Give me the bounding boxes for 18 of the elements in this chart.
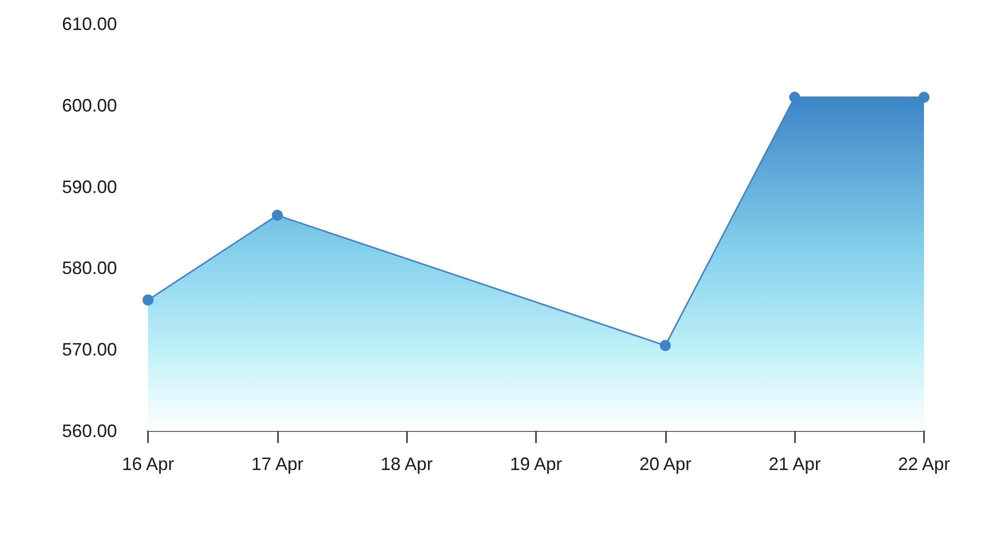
- x-tick-label: 18 Apr: [380, 454, 433, 474]
- x-tick-label: 16 Apr: [122, 454, 174, 474]
- y-tick-label: 600.00: [62, 95, 117, 116]
- y-tick-label: 580.00: [62, 258, 117, 278]
- x-tick-label: 22 Apr: [898, 454, 950, 474]
- y-tick-label: 610.00: [62, 14, 117, 34]
- x-tick-label: 21 Apr: [768, 454, 821, 474]
- point: [660, 340, 671, 352]
- x-tick-label: 17 Apr: [251, 454, 304, 474]
- y-tick-label: 590.00: [62, 176, 117, 197]
- point: [789, 92, 800, 103]
- x-tick-label: 20 Apr: [639, 454, 692, 474]
- point: [272, 210, 283, 221]
- x-tick-label: 19 Apr: [510, 454, 562, 474]
- y-tick-label: 570.00: [62, 340, 117, 360]
- point: [918, 92, 930, 103]
- point: [142, 294, 154, 306]
- y-tick-label: 560.00: [62, 421, 117, 441]
